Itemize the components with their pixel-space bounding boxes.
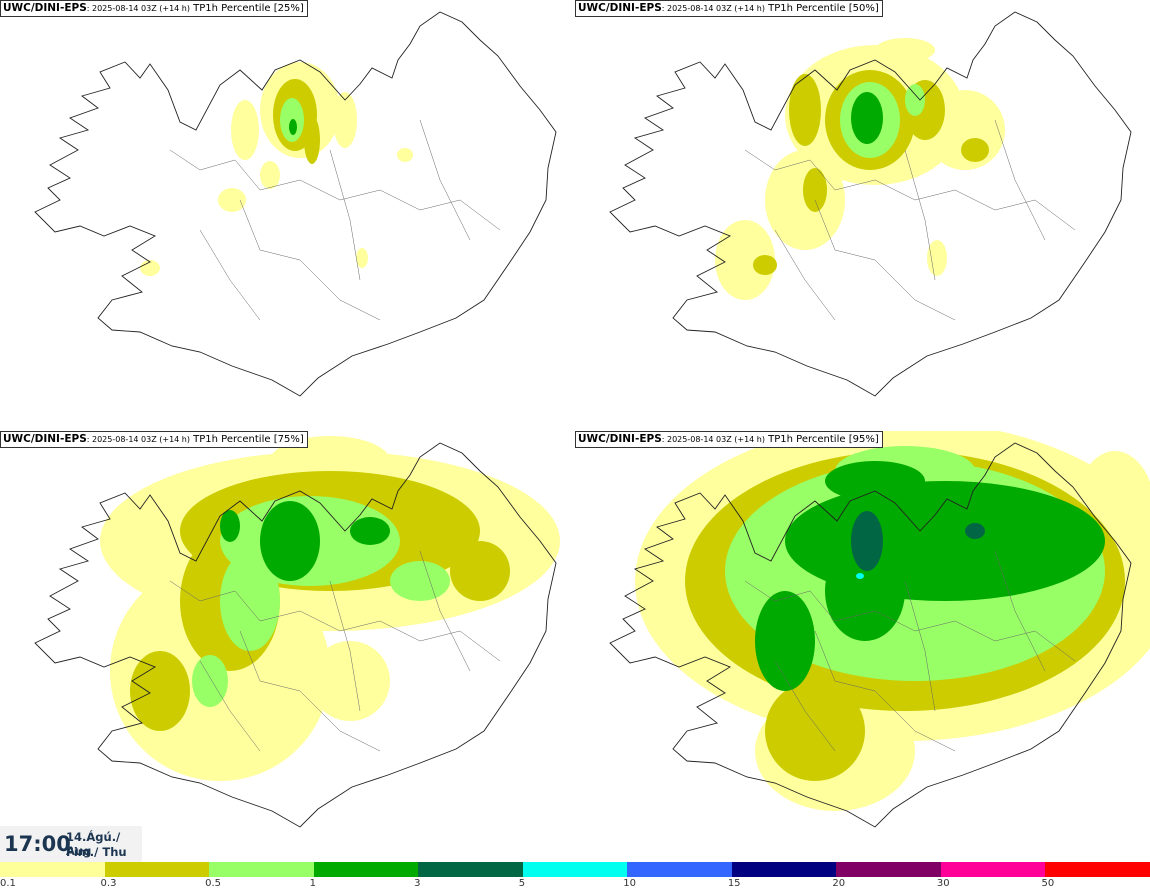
- precip-map: [609, 11, 1132, 397]
- valid-day: Fim./ Thu: [66, 845, 127, 859]
- map-panel-p75[interactable]: UWC/DINI-EPS: 2025-08-14 03Z (+14 h) TP1…: [0, 431, 575, 862]
- valid-date: 14.Ágú./ Aug: [66, 830, 121, 858]
- precip-darkgreen: [851, 511, 985, 571]
- legend-swatch: [836, 862, 942, 877]
- precip-map: [34, 11, 557, 397]
- valid-time-clock: 17:00: [4, 832, 71, 856]
- precip-map: [34, 436, 560, 828]
- precip-green: [755, 461, 1105, 691]
- panel-title: UWC/DINI-EPS: 2025-08-14 03Z (+14 h) TP1…: [0, 0, 308, 17]
- precip-green: [851, 92, 883, 144]
- precip-green: [220, 501, 390, 581]
- map-panel-p95[interactable]: UWC/DINI-EPS: 2025-08-14 03Z (+14 h) TP1…: [575, 431, 1150, 862]
- legend-tick: 0.1: [0, 878, 16, 889]
- legend-tick: 15: [727, 878, 741, 889]
- precip-map: [609, 431, 1150, 828]
- legend-swatch: [627, 862, 733, 877]
- precip-yellow: [140, 62, 413, 276]
- legend-swatch: [418, 862, 524, 877]
- legend-swatch: [731, 862, 837, 877]
- legend-swatch: [209, 862, 315, 877]
- legend-tick: 30: [936, 878, 950, 889]
- panel-title: UWC/DINI-EPS: 2025-08-14 03Z (+14 h) TP1…: [575, 0, 883, 17]
- precip-green: [289, 119, 297, 135]
- legend-swatch: [313, 862, 419, 877]
- legend-tick: 0.5: [205, 878, 221, 889]
- legend-tick: 50: [1041, 878, 1055, 889]
- legend-tick: 5: [518, 878, 526, 889]
- legend-tick: 3: [414, 878, 421, 889]
- legend-swatch: [0, 862, 106, 877]
- panel-title: UWC/DINI-EPS: 2025-08-14 03Z (+14 h) TP1…: [0, 431, 308, 448]
- legend-swatch: [940, 862, 1046, 877]
- precip-legend: 0.1 0.3 0.5 1 3 5 10 15 20 30 50: [0, 862, 1150, 891]
- panel-title: UWC/DINI-EPS: 2025-08-14 03Z (+14 h) TP1…: [575, 431, 883, 448]
- precip-cyan: [856, 573, 864, 579]
- legend-tick: 0.3: [100, 878, 117, 889]
- legend-swatch: [1045, 862, 1150, 877]
- legend-tick: 20: [832, 878, 846, 889]
- map-panel-p50[interactable]: UWC/DINI-EPS: 2025-08-14 03Z (+14 h) TP1…: [575, 0, 1150, 431]
- valid-time-box: 17:00 14.Ágú./ Aug Fim./ Thu: [0, 826, 142, 862]
- map-panel-p25[interactable]: UWC/DINI-EPS: 2025-08-14 03Z (+14 h) TP1…: [0, 0, 575, 431]
- legend-tick: 1: [309, 878, 316, 889]
- legend-tick: 10: [623, 878, 636, 889]
- legend-swatch: [104, 862, 210, 877]
- legend-swatch: [522, 862, 628, 877]
